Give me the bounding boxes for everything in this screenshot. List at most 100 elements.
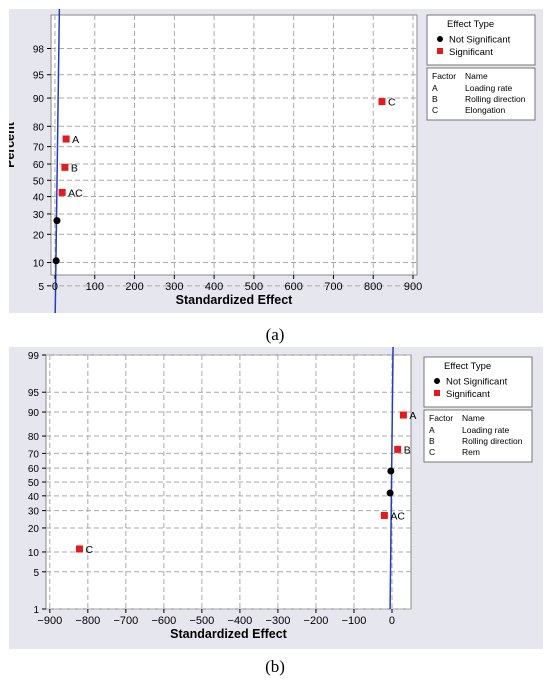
- legend-effect-box: [423, 356, 533, 408]
- y-tick-label: 30: [28, 507, 40, 518]
- x-tick-label: 700: [324, 281, 342, 293]
- factor-name: Elongation: [465, 105, 505, 115]
- data-point-not-significant: [53, 217, 61, 225]
- x-tick-label: −100: [342, 615, 367, 627]
- data-point-significant: [378, 98, 386, 106]
- x-tick-label: 0: [389, 615, 395, 627]
- y-tick-label: 50: [28, 478, 40, 489]
- factor-name: Loading rate: [465, 83, 513, 93]
- chart-panel-a: 0100200300400500600700800900151020304050…: [9, 9, 543, 313]
- y-tick-label: 80: [28, 432, 40, 443]
- point-label: AC: [68, 187, 83, 199]
- x-tick-label: −400: [228, 615, 253, 627]
- y-tick-label: 95: [33, 71, 45, 82]
- legend-effect-box: [426, 14, 536, 66]
- y-tick-label: 10: [33, 259, 45, 270]
- y-tick-label: 20: [28, 524, 40, 535]
- y-tick-label: 90: [33, 94, 45, 105]
- factor-letter: A: [429, 425, 435, 435]
- y-tick-label: 50: [33, 176, 45, 187]
- y-tick-label: 5: [38, 282, 44, 293]
- legend-entry: Significant: [449, 47, 493, 58]
- factor-header: Factor: [432, 71, 456, 81]
- x-tick-label: 800: [364, 281, 382, 293]
- reference-line: [389, 347, 394, 610]
- x-tick-label: −200: [304, 615, 329, 627]
- caption-b: (b): [265, 657, 285, 676]
- legend-entry: Significant: [446, 389, 490, 400]
- factor-letter: B: [432, 94, 438, 104]
- gridlines: [46, 354, 411, 610]
- y-tick-label: 90: [28, 408, 40, 419]
- x-tick-label: 0: [52, 281, 58, 293]
- point-label: B: [404, 444, 411, 456]
- factor-letter: C: [432, 105, 438, 115]
- x-tick-label: −900: [37, 615, 62, 627]
- data-point-significant: [75, 545, 83, 553]
- chart-b-svg: −900 −800 −700 −600 −500 −400 −300 −200 −100 0 1 5 1…: [9, 347, 533, 641]
- y-tick-label: 30: [33, 210, 45, 221]
- point-label: AC: [390, 510, 405, 522]
- y-tick-label: 70: [28, 449, 40, 460]
- data-point-significant: [380, 511, 388, 519]
- x-tick-label: −300: [266, 615, 291, 627]
- x-tick-label: 500: [245, 281, 263, 293]
- plot-area: [45, 354, 412, 610]
- point-label: A: [409, 410, 416, 422]
- data-point-not-significant: [52, 257, 60, 265]
- x-tick-label: 200: [125, 281, 143, 293]
- chart-a-svg: 0100200300400500600700800900151020304050…: [9, 9, 536, 313]
- factor-name: Rolling direction: [462, 436, 523, 446]
- factor-name: Loading rate: [462, 425, 510, 435]
- factor-letter: A: [432, 83, 438, 93]
- y-tick-label: 60: [28, 464, 40, 475]
- x-tick-label: −600: [151, 615, 176, 627]
- point-label: C: [388, 97, 396, 109]
- data-point-significant: [61, 163, 69, 171]
- y-tick-label: 5: [33, 568, 39, 579]
- point-label: C: [85, 544, 93, 556]
- data-point-significant: [399, 411, 407, 419]
- caption-a: (a): [265, 325, 285, 344]
- y-axis-label: Percent: [9, 121, 17, 168]
- y-tick-label: 40: [33, 193, 45, 204]
- legend-marker-significant: [434, 390, 440, 396]
- data-point-not-significant: [387, 467, 395, 475]
- gridlines: [51, 15, 417, 287]
- factor-header: Factor: [429, 413, 453, 423]
- x-tick-label: −700: [113, 615, 138, 627]
- y-tick-label: 1: [33, 605, 39, 616]
- x-tick-label: −500: [189, 615, 214, 627]
- point-label: B: [71, 162, 78, 174]
- x-tick-label: 600: [284, 281, 302, 293]
- x-axis-label: Standardized Effect: [176, 293, 294, 307]
- y-tick-label: 10: [28, 548, 40, 559]
- factor-header: Name: [465, 71, 488, 81]
- legend-entry: Not Significant: [449, 35, 511, 46]
- data-point-not-significant: [386, 489, 394, 497]
- legend-marker-significant: [437, 48, 443, 54]
- data-point-significant: [58, 188, 66, 196]
- x-tick-label: 400: [205, 281, 223, 293]
- legend-marker-not-significant: [437, 36, 443, 42]
- legend-factor-box: [423, 409, 533, 463]
- factor-name: Rolling direction: [465, 94, 526, 104]
- y-tick-label: 20: [33, 230, 45, 241]
- factor-name: Rem: [462, 447, 480, 457]
- y-tick-label: 40: [28, 492, 40, 503]
- legend-factor-box: [426, 67, 536, 121]
- y-tick-label: 98: [33, 45, 45, 56]
- factor-letter: C: [429, 447, 435, 457]
- point-label: A: [72, 134, 79, 146]
- x-tick-label: 100: [86, 281, 104, 293]
- chart-panel-b: −900 −800 −700 −600 −500 −400 −300 −200 −100 0 1 5 1…: [9, 347, 543, 649]
- x-tick-label: −800: [75, 615, 100, 627]
- y-axis-label: Percent: [9, 458, 12, 505]
- data-point-significant: [394, 445, 402, 453]
- x-tick-label: 900: [404, 281, 422, 293]
- data-point-significant: [62, 135, 70, 143]
- reference-line: [54, 9, 61, 313]
- legend-title: Effect Type: [447, 19, 494, 30]
